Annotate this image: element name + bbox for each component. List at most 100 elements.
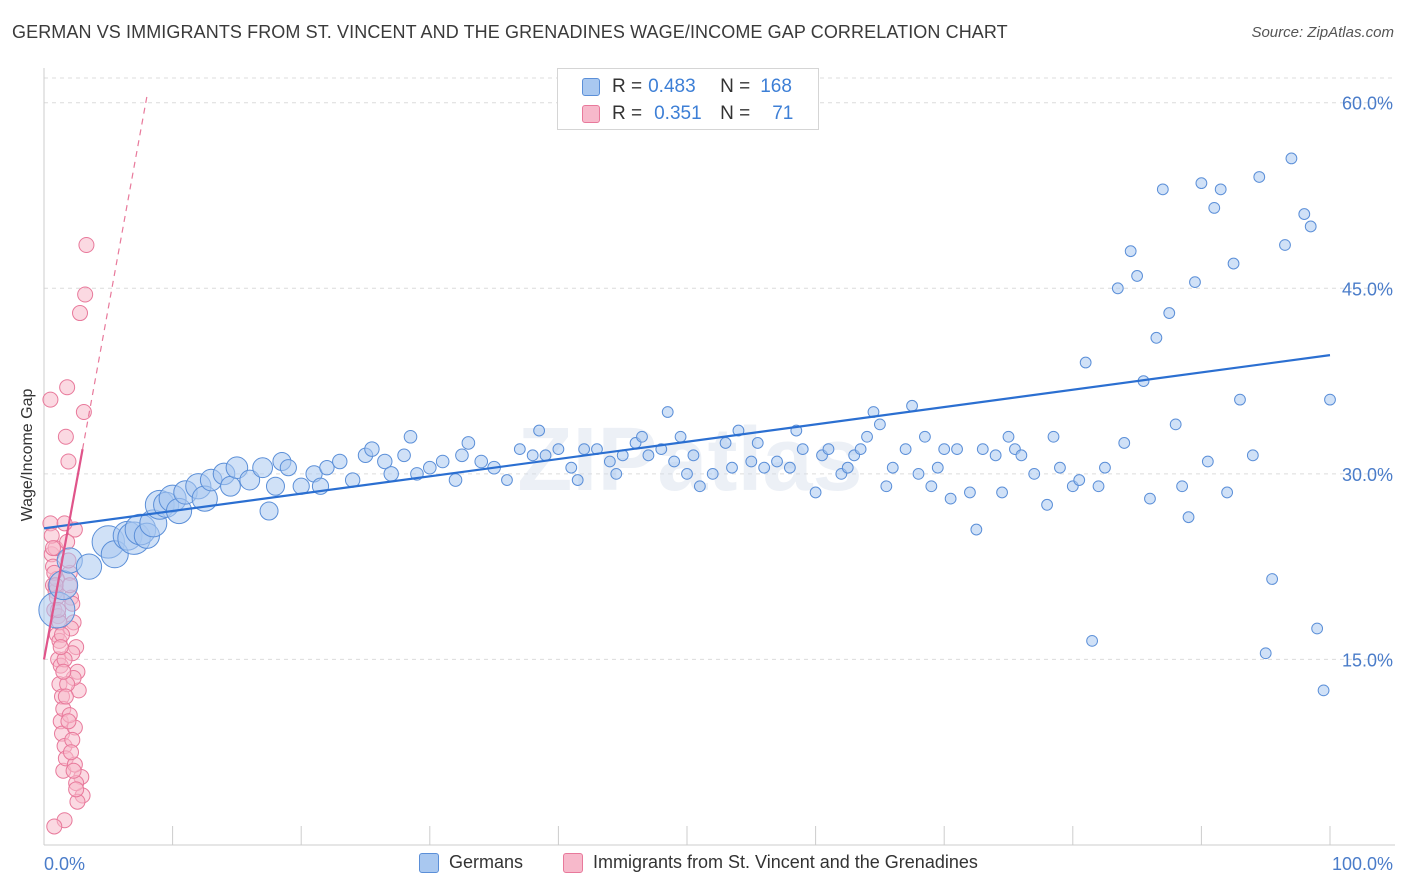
blue-point <box>1118 437 1131 449</box>
blue-point <box>636 430 648 443</box>
blue-point <box>726 461 738 474</box>
legend-n-label: N = <box>720 76 751 97</box>
blue-point <box>931 461 944 474</box>
trend-layer <box>42 96 1331 660</box>
blue-point <box>944 492 957 505</box>
bottom-legend-swatch-pink <box>563 852 583 873</box>
legend-r-value: 0.483 <box>648 76 696 97</box>
blue-point <box>681 467 693 480</box>
blue-point <box>1182 511 1195 524</box>
blue-point <box>899 443 912 456</box>
blue-point <box>461 436 476 450</box>
blue-point <box>964 486 976 499</box>
blue-point <box>1028 467 1041 480</box>
pink-point <box>75 404 92 421</box>
blue-point <box>758 461 771 474</box>
bottom-legend-label: Immigrants from St. Vincent and the Gren… <box>593 852 978 872</box>
blue-point <box>693 480 706 493</box>
blue-point <box>1015 449 1028 462</box>
blue-series-layer <box>38 152 1336 697</box>
pink-point <box>77 286 94 303</box>
legend-r-value: 0.351 <box>654 103 702 124</box>
blue-point <box>1054 461 1066 474</box>
blue-point <box>1169 418 1182 431</box>
blue-point <box>259 501 279 521</box>
pink-point <box>60 713 77 730</box>
blue-point <box>578 443 591 456</box>
blue-point <box>1259 647 1272 660</box>
blue-point <box>912 467 925 480</box>
blue-point <box>423 460 437 475</box>
blue-point <box>886 461 899 474</box>
legend-swatch-blue <box>582 78 600 96</box>
blue-point <box>1176 480 1189 493</box>
blue-point <box>1144 492 1156 505</box>
pink-point <box>45 540 62 557</box>
legend-row-germans: R = 0.483 N = 168 <box>582 74 792 100</box>
blue-point <box>1073 474 1086 486</box>
legend-n-label: N = <box>720 103 751 124</box>
blue-point <box>1150 331 1163 344</box>
bottom-legend-swatch-blue <box>419 852 439 873</box>
blue-point <box>448 473 463 487</box>
blue-point <box>1285 152 1298 165</box>
blue-point <box>1201 455 1214 468</box>
legend-row-immigrants: R = 0.351 N = 71 <box>582 101 793 127</box>
pink-point <box>46 818 63 835</box>
legend-n-value: 168 <box>760 76 792 97</box>
blue-point <box>822 443 835 456</box>
legend-r-label: R = <box>612 103 643 124</box>
blue-point <box>1324 393 1336 406</box>
blue-point <box>265 476 285 496</box>
blue-point <box>239 469 261 491</box>
blue-point <box>1298 208 1311 220</box>
blue-point <box>919 430 931 443</box>
blue-point <box>771 455 783 468</box>
blue-point <box>745 455 758 468</box>
blue-point <box>874 418 886 431</box>
blue-point <box>1311 622 1324 635</box>
pink-point <box>72 305 89 322</box>
y-tick-label: 60.0% <box>1342 94 1393 114</box>
y-tick-label: 15.0% <box>1342 650 1393 670</box>
pink-point <box>60 453 77 470</box>
blue-point <box>377 453 393 470</box>
pink-point <box>78 237 95 254</box>
pink-point <box>63 744 80 761</box>
blue-point <box>364 441 380 457</box>
y-tick-label: 45.0% <box>1342 279 1393 299</box>
blue-point <box>854 443 867 456</box>
blue-point <box>1317 684 1330 697</box>
blue-point <box>1234 393 1246 406</box>
blue-point <box>1266 573 1279 585</box>
blue-point <box>48 570 79 601</box>
pink-trend-extension <box>81 96 148 450</box>
blue-point <box>1124 245 1137 258</box>
blue-point <box>1279 239 1291 251</box>
x-tick-label: 100.0% <box>1332 854 1393 874</box>
pink-point <box>65 762 82 779</box>
blue-point <box>1086 634 1098 647</box>
pink-point <box>42 391 59 408</box>
pink-point <box>57 428 74 445</box>
blue-point <box>455 448 469 463</box>
blue-point <box>1163 307 1176 319</box>
pink-point <box>55 663 72 680</box>
blue-trend-line <box>43 354 1331 530</box>
blue-point <box>1156 183 1169 196</box>
bottom-legend: Germans Immigrants from St. Vincent and … <box>0 852 1406 878</box>
blue-point <box>252 457 274 479</box>
pink-point <box>52 639 69 656</box>
pink-point <box>57 688 74 705</box>
blue-point <box>970 523 983 536</box>
blue-point <box>668 455 681 468</box>
blue-point <box>906 399 918 412</box>
blue-point <box>1002 430 1015 443</box>
y-tick-label: 30.0% <box>1342 465 1393 485</box>
blue-point <box>435 454 450 469</box>
blue-point <box>1221 486 1234 499</box>
blue-point <box>1189 276 1201 289</box>
blue-point <box>279 459 297 477</box>
blue-point <box>397 448 411 463</box>
blue-point <box>565 461 578 474</box>
